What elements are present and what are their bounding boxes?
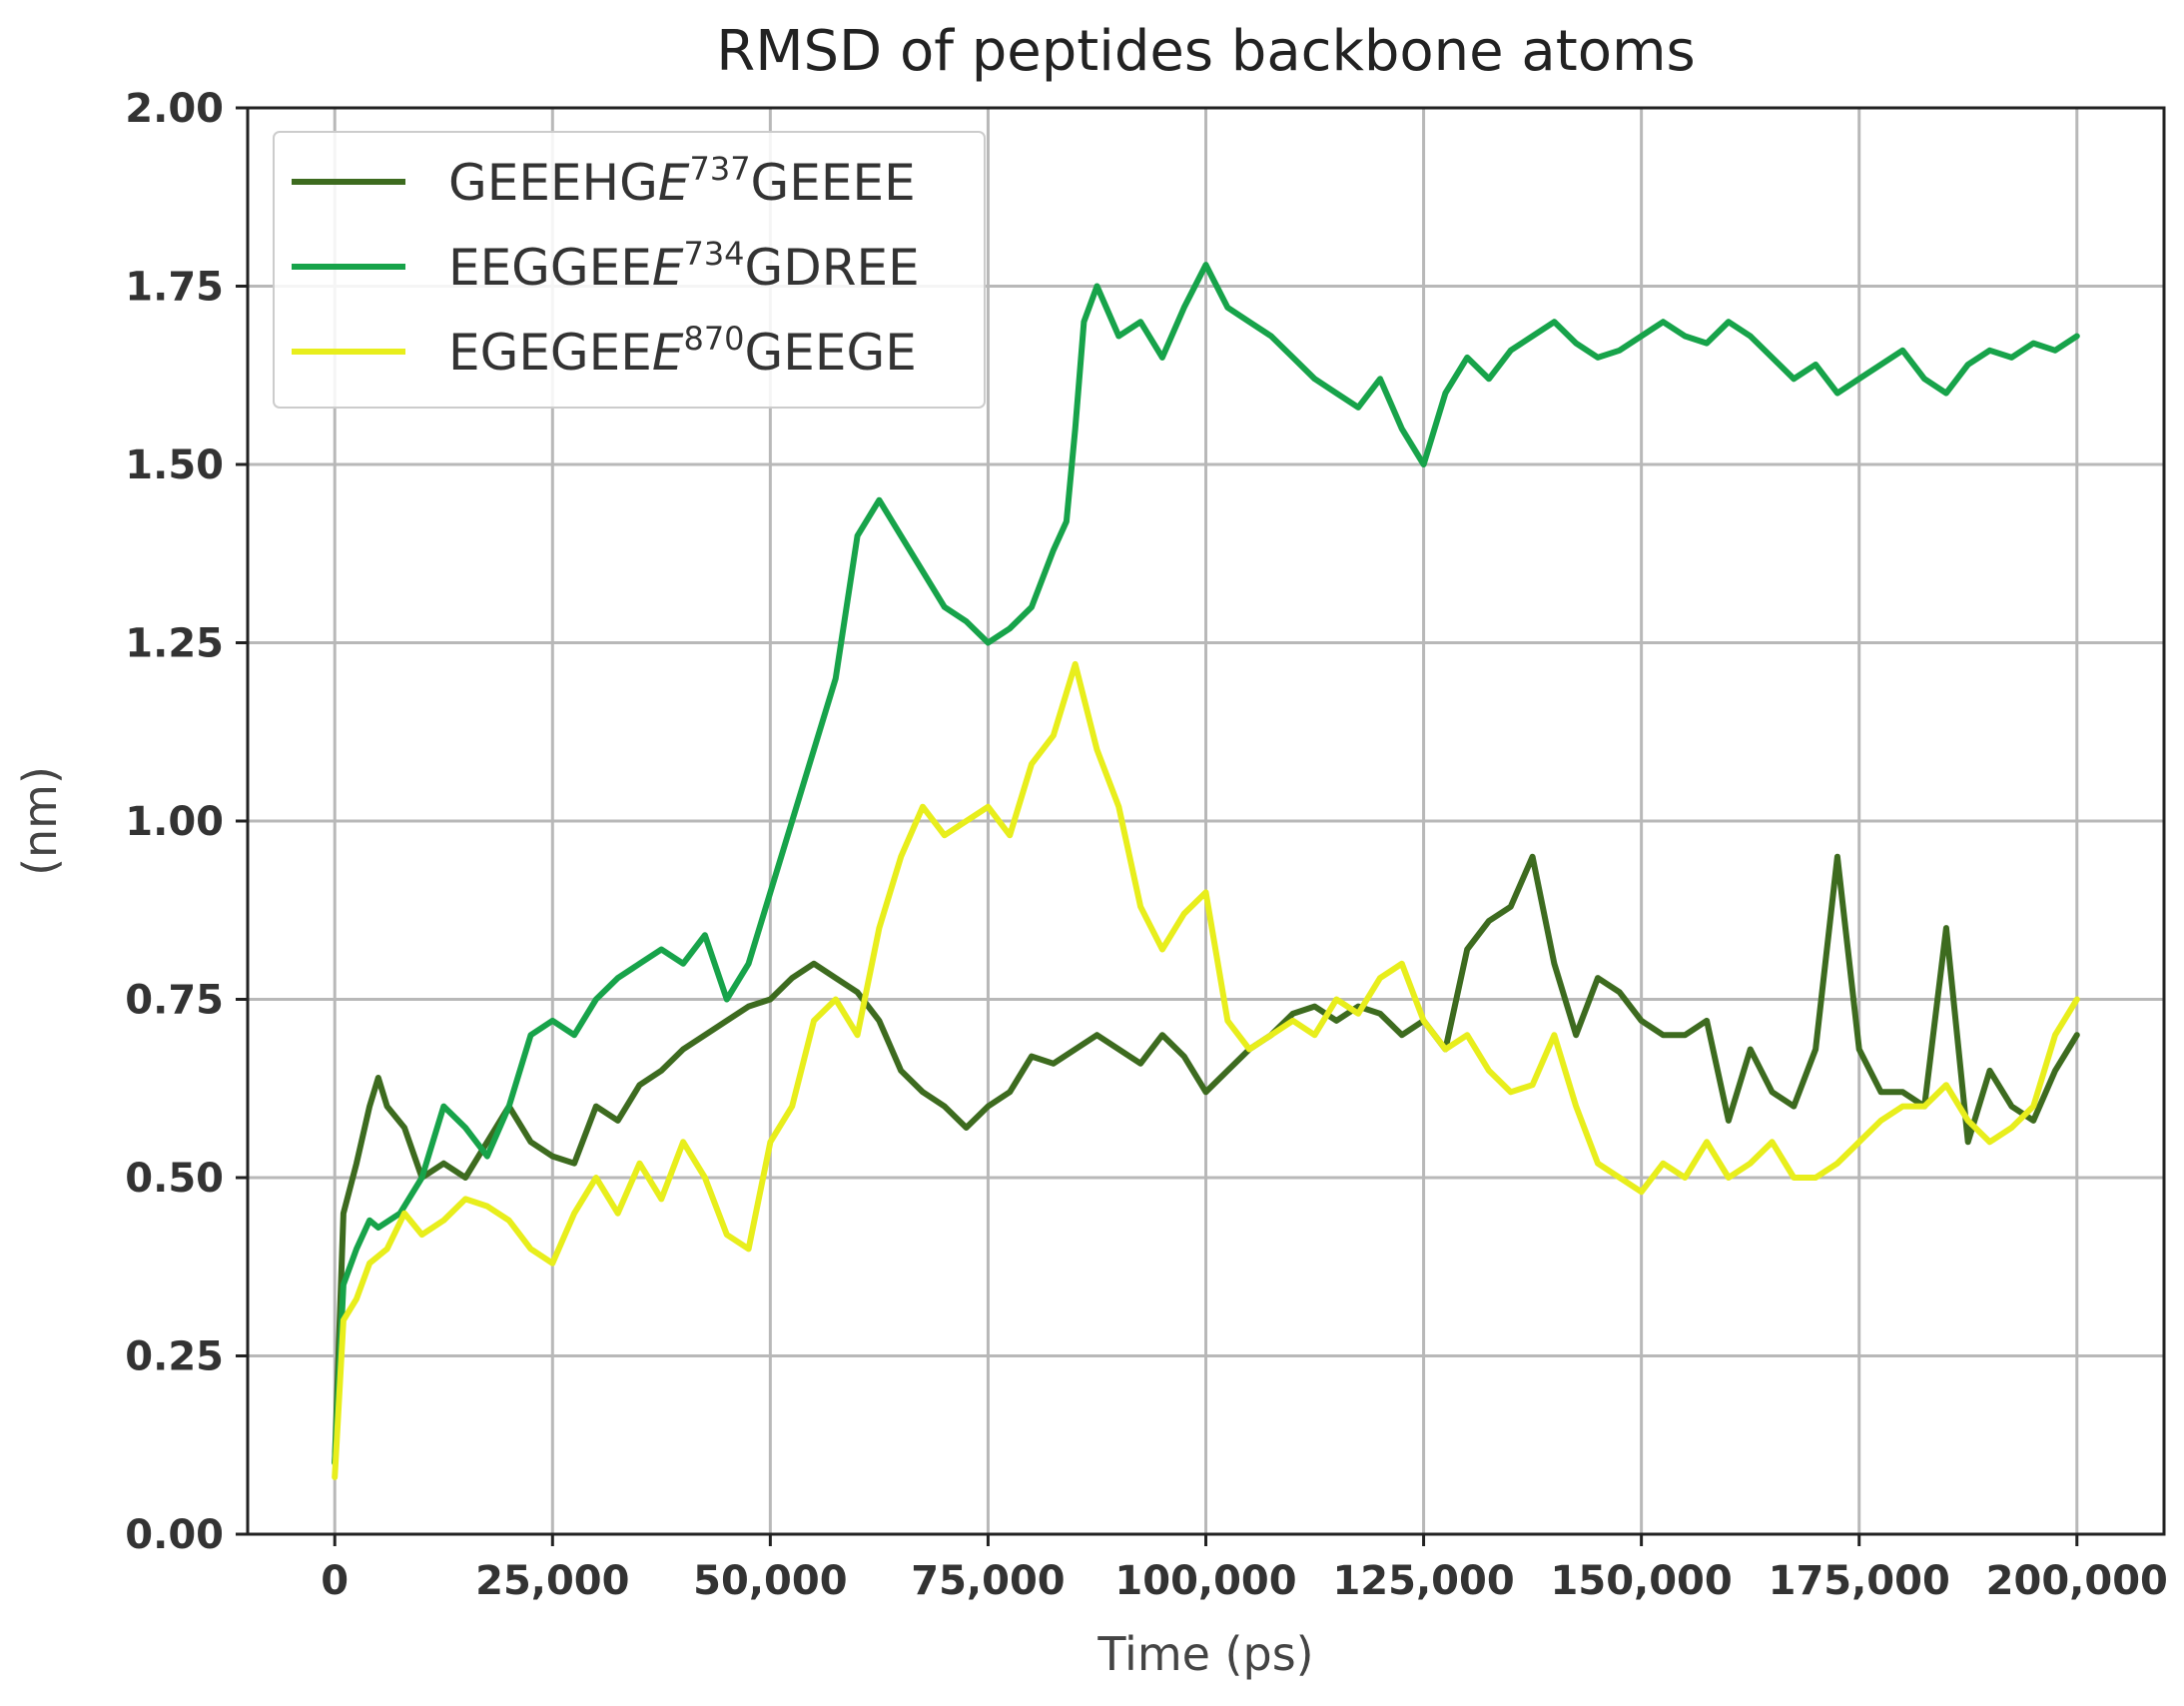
y-tick-label: 0.75 [125,978,224,1024]
chart-title: RMSD of peptides backbone atoms [716,19,1695,84]
y-tick-label: 1.75 [125,265,224,311]
x-tick-label: 100,000 [1114,1558,1296,1604]
series-lines [332,262,2080,1480]
legend-item-1: GEEEHGE737GEEEE [292,150,916,212]
y-tick-label: 1.00 [125,799,224,845]
y-tick-label: 1.25 [125,621,224,667]
legend-label: EEGGEEE734GDREE [448,235,920,297]
x-axis-ticks: 0 25,000 50,000 75,000 100,000 125,000 150,000… [321,1534,2168,1604]
y-tick-label: 1.50 [125,442,224,488]
y-axis-ticks: 0.00 0.25 0.50 0.75 1.00 1.25 1.50 1.75 2.00 [125,86,248,1558]
series-line-1 [332,853,2080,1466]
x-tick-label: 125,000 [1332,1558,1514,1604]
x-tick-label: 50,000 [693,1558,847,1604]
x-tick-label: 25,000 [475,1558,629,1604]
x-axis-label: Time (ps) [1096,1627,1313,1681]
y-tick-label: 0.25 [125,1334,224,1380]
legend: GEEEHGE737GEEEE EEGGEEE734GDREE EGEGEEE870… [273,131,986,409]
y-tick-label: 0.00 [125,1512,224,1558]
y-axis-label: (nm) [13,766,67,876]
x-tick-label: 150,000 [1551,1558,1733,1604]
y-tick-label: 0.50 [125,1156,224,1202]
series-line-2 [332,262,2080,1466]
series-line-3 [332,660,2080,1480]
x-tick-label: 0 [321,1558,349,1604]
x-tick-label: 175,000 [1769,1558,1950,1604]
legend-item-3: EGEGEEE870GEEGE [292,320,917,382]
legend-item-2: EEGGEEE734GDREE [292,235,920,297]
x-tick-label: 200,000 [1986,1558,2168,1604]
x-tick-label: 75,000 [911,1558,1065,1604]
legend-label: EGEGEEE870GEEGE [448,320,917,382]
legend-box [273,131,986,409]
legend-label: GEEEHGE737GEEEE [448,150,916,212]
y-tick-label: 2.00 [125,86,224,132]
